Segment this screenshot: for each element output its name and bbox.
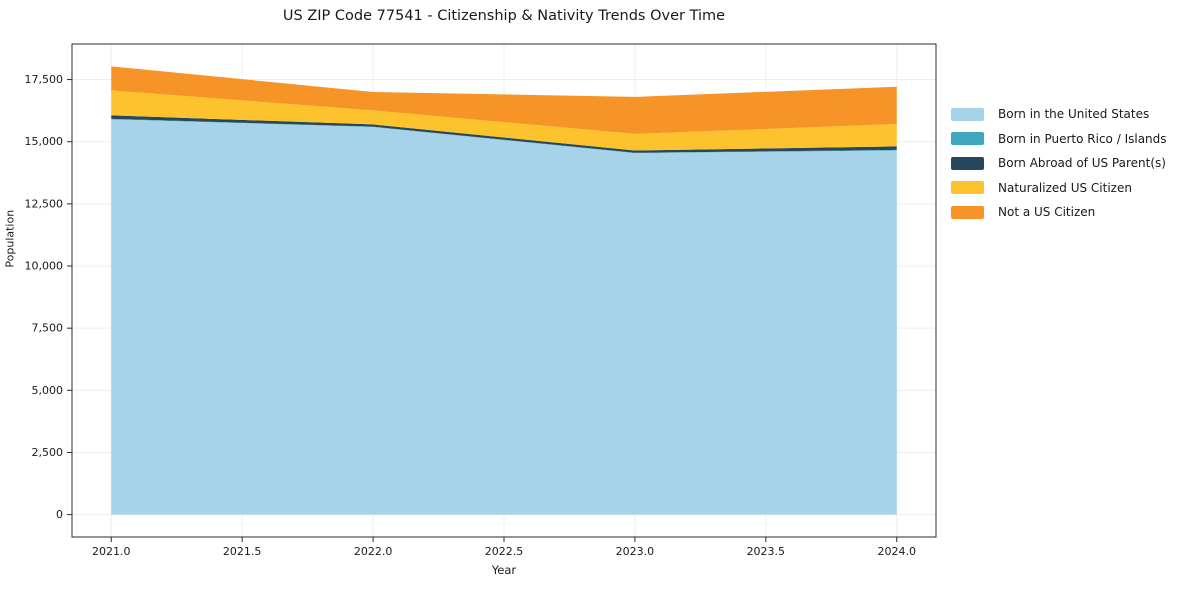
legend-swatch [951,181,984,195]
legend-item: Born in the United States [951,102,1167,127]
y-tick-label: 2,500 [32,446,64,459]
legend-swatch [951,107,984,121]
y-tick-label: 0 [56,508,63,521]
y-tick-label: 5,000 [32,384,64,397]
y-tick-label: 7,500 [32,322,64,335]
x-tick-label: 2024.0 [877,545,916,558]
y-tick-label: 15,000 [25,135,64,148]
legend-label: Naturalized US Citizen [998,180,1132,195]
x-axis-label: Year [491,563,517,577]
legend-swatch [951,205,984,219]
area-series-0 [111,119,897,515]
x-tick-label: 2021.0 [92,545,131,558]
x-tick-label: 2023.0 [616,545,655,558]
legend-label: Born Abroad of US Parent(s) [998,156,1166,171]
legend-label: Born in the United States [998,107,1150,122]
legend-item: Not a US Citizen [951,200,1167,225]
legend-swatch [951,132,984,146]
area-series-4 [111,66,897,134]
y-tick-label: 12,500 [25,197,64,210]
legend-item: Born in Puerto Rico / Islands [951,127,1167,152]
x-tick-label: 2022.0 [354,545,393,558]
legend-swatch [951,156,984,170]
area-series-3 [111,90,897,151]
legend-label: Born in Puerto Rico / Islands [998,131,1167,146]
y-tick-label: 10,000 [25,260,64,273]
legend-item: Born Abroad of US Parent(s) [951,151,1167,176]
y-axis-label: Population [3,209,17,268]
legend: Born in the United States Born in Puerto … [951,102,1167,225]
area-series-2 [111,115,897,153]
legend-label: Not a US Citizen [998,205,1096,220]
x-tick-label: 2023.5 [747,545,786,558]
x-tick-label: 2021.5 [223,545,262,558]
legend-item: Naturalized US Citizen [951,176,1167,201]
x-tick-label: 2022.5 [485,545,524,558]
y-tick-label: 17,500 [25,73,64,86]
chart-title: US ZIP Code 77541 - Citizenship & Nativi… [282,8,726,24]
